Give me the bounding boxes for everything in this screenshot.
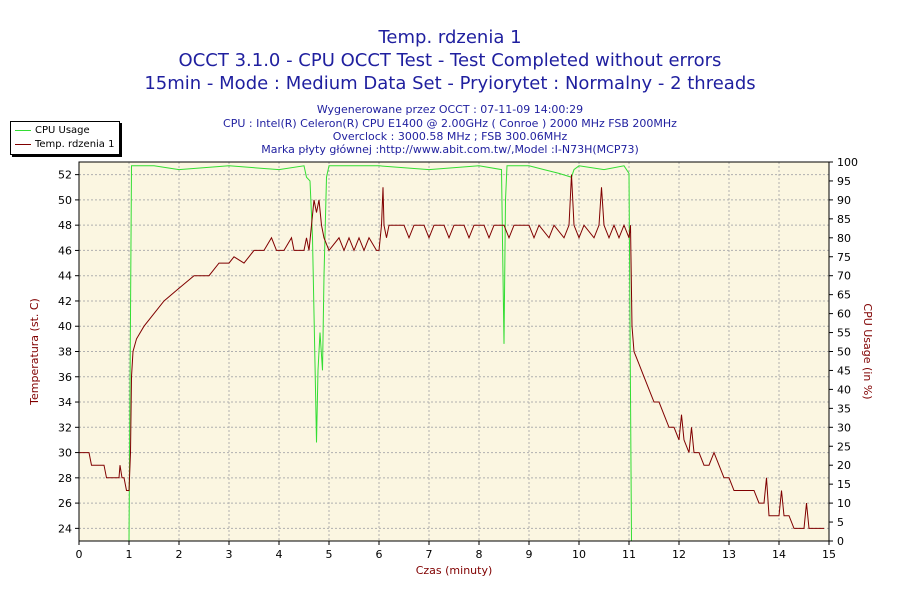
y-right-tick-label: 70 (837, 270, 851, 283)
y-right-tick-label: 55 (837, 327, 851, 340)
y-left-axis-label: Temperatura (st. C) (28, 298, 41, 406)
y-left-tick-label: 46 (58, 244, 72, 257)
y-left-tick-label: 42 (58, 295, 72, 308)
x-tick-label: 9 (526, 548, 533, 561)
y-left-tick-label: 40 (58, 320, 72, 333)
y-left-tick-label: 30 (58, 447, 72, 460)
x-tick-label: 2 (176, 548, 183, 561)
test-summary: OCCT 3.1.0 - CPU OCCT Test - Test Comple… (178, 50, 722, 71)
y-right-tick-label: 25 (837, 440, 851, 453)
y-left-tick-label: 52 (58, 169, 72, 182)
board-info: Marka płyty głównej :http://www.abit.com… (261, 143, 639, 156)
y-left-tick-label: 32 (58, 421, 72, 434)
y-left-tick-label: 38 (58, 346, 72, 359)
x-tick-label: 15 (822, 548, 836, 561)
chart-legend: CPU Usage Temp. rdzenia 1 (10, 121, 120, 155)
x-tick-label: 6 (376, 548, 383, 561)
x-tick-label: 4 (276, 548, 283, 561)
x-tick-label: 12 (672, 548, 686, 561)
y-right-tick-label: 15 (837, 478, 851, 491)
y-right-tick-label: 5 (837, 516, 844, 529)
x-axis-label: Czas (minuty) (416, 564, 493, 577)
y-right-tick-label: 65 (837, 289, 851, 302)
x-tick-label: 3 (226, 548, 233, 561)
x-tick-label: 14 (772, 548, 786, 561)
cpu-usage-line (128, 165, 632, 542)
x-tick-label: 11 (622, 548, 636, 561)
temperature-line (79, 174, 824, 529)
y-left-tick-label: 28 (58, 472, 72, 485)
y-right-axis-label: CPU Usage (in %) (861, 303, 874, 399)
y-left-tick-label: 50 (58, 194, 72, 207)
x-tick-label: 1 (126, 548, 133, 561)
y-left-tick-label: 36 (58, 371, 72, 384)
x-tick-label: 10 (572, 548, 586, 561)
y-right-tick-label: 60 (837, 308, 851, 321)
x-tick-label: 13 (722, 548, 736, 561)
y-right-tick-label: 35 (837, 402, 851, 415)
y-right-tick-label: 50 (837, 346, 851, 359)
y-left-tick-label: 26 (58, 497, 72, 510)
y-left-tick-label: 24 (58, 522, 72, 535)
y-right-tick-label: 40 (837, 383, 851, 396)
y-right-tick-label: 90 (837, 194, 851, 207)
generated-info: Wygenerowane przez OCCT : 07-11-09 14:00… (316, 103, 584, 116)
legend-item-temp: Temp. rdzenia 1 (15, 138, 114, 151)
chart-title: Temp. rdzenia 1 (378, 27, 522, 48)
y-right-tick-label: 30 (837, 421, 851, 434)
legend-swatch-temp (15, 143, 31, 145)
y-right-tick-label: 95 (837, 175, 851, 188)
legend-label-temp: Temp. rdzenia 1 (35, 139, 115, 150)
y-left-tick-label: 48 (58, 219, 72, 232)
test-settings: 15min - Mode : Medium Data Set - Pryiory… (144, 73, 756, 94)
x-tick-label: 8 (476, 548, 483, 561)
cpu-info: CPU : Intel(R) Celeron(R) CPU E1400 @ 2.… (223, 117, 677, 130)
x-tick-label: 0 (76, 548, 83, 561)
legend-swatch-cpu-usage (15, 129, 31, 131)
y-right-tick-label: 45 (837, 364, 851, 377)
y-right-tick-label: 80 (837, 232, 851, 245)
y-right-tick-label: 10 (837, 497, 851, 510)
y-left-tick-label: 34 (58, 396, 72, 409)
y-right-tick-label: 100 (837, 156, 858, 169)
x-tick-label: 7 (426, 548, 433, 561)
y-right-tick-label: 85 (837, 213, 851, 226)
legend-item-cpu-usage: CPU Usage (15, 124, 90, 137)
y-right-tick-label: 0 (837, 535, 844, 548)
legend-label-cpu-usage: CPU Usage (35, 125, 90, 136)
plot-frame (78, 161, 830, 542)
y-right-tick-label: 75 (837, 251, 851, 264)
y-right-tick-label: 20 (837, 459, 851, 472)
x-tick-label: 5 (326, 548, 333, 561)
y-left-tick-label: 44 (58, 270, 72, 283)
overclock-info: Overclock : 3000.58 MHz ; FSB 300.06MHz (332, 130, 568, 143)
